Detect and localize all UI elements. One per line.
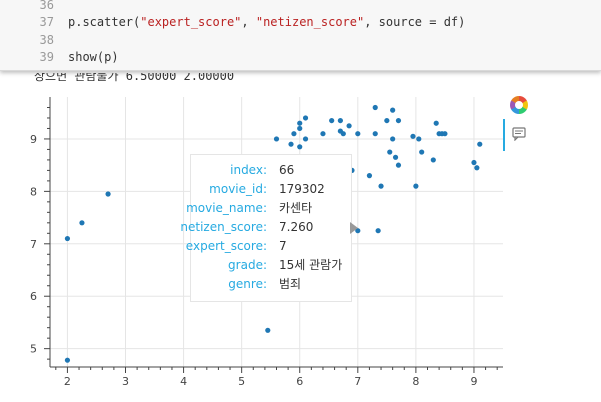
tooltip-value: 7	[279, 239, 287, 253]
line-number: 36	[39, 0, 54, 12]
x-tick-label: 8	[412, 375, 419, 388]
scatter-point	[474, 165, 480, 171]
scatter-point	[302, 115, 309, 121]
scatter-point	[410, 133, 416, 139]
scatter-point	[64, 357, 71, 363]
code-string: "expert_score"	[140, 15, 242, 29]
x-tick-label: 5	[238, 375, 245, 388]
scatter-point	[297, 125, 303, 132]
scatter-point	[390, 107, 396, 113]
line-number: 39	[39, 50, 54, 64]
scatter-point	[340, 131, 346, 137]
tooltip-row: genre: 범죄	[191, 275, 351, 293]
scatter-point	[375, 228, 381, 234]
tooltip-value: 179302	[279, 182, 325, 196]
y-tick-label: 9	[30, 133, 37, 146]
scatter-point	[416, 136, 422, 142]
tooltip-key: grade:	[228, 258, 267, 272]
y-tick-label: 6	[30, 290, 37, 303]
bokeh-logo-icon[interactable]	[510, 96, 528, 114]
code-token: p.scatter(	[68, 15, 141, 29]
scatter-point	[378, 183, 384, 189]
scatter-point	[433, 120, 439, 126]
scatter-point	[105, 191, 111, 197]
x-tick-label: 2	[64, 375, 71, 388]
code-token: ,	[241, 15, 256, 29]
line-number: 37	[39, 15, 54, 29]
x-tick-label: 3	[122, 375, 129, 388]
tooltip-row: netizen_score: 7.260	[180, 218, 351, 236]
tooltip-key: index:	[230, 163, 267, 177]
x-tick-label: 7	[354, 375, 361, 388]
x-tick-label: 6	[296, 375, 303, 388]
tooltip-value: 7.260	[279, 220, 314, 234]
tooltip-row: grade: 15세 관람가	[191, 256, 351, 274]
scatter-point	[366, 173, 373, 179]
scatter-point	[291, 131, 297, 137]
code-line: 39 show(p)	[0, 49, 601, 65]
line-number: 38	[39, 33, 54, 47]
scatter-point	[471, 159, 477, 166]
scatter-point	[265, 327, 271, 333]
tooltip-row: index: 66	[191, 161, 351, 179]
scatter-point	[297, 144, 303, 150]
tooltip-value: 범죄	[279, 277, 302, 291]
scatter-point	[302, 136, 309, 142]
code-line: 38	[0, 32, 601, 48]
tooltip-key: genre:	[228, 277, 267, 291]
scatter-point	[64, 235, 71, 242]
scatter-point	[346, 123, 352, 129]
tooltip-value: 카센타	[279, 201, 313, 215]
tooltip-value: 15세 관람가	[279, 258, 343, 272]
scatter-point	[395, 117, 402, 124]
scatter-point	[372, 131, 378, 137]
scatter-point	[387, 149, 393, 155]
scatter-point	[337, 117, 343, 124]
scatter-point	[390, 136, 396, 142]
y-tick-label: 7	[30, 238, 37, 251]
tooltip-pointer	[350, 222, 358, 234]
cell-output-text: 상으면 관람불가 6.50000 2.00000	[34, 69, 235, 83]
tooltip-row: expert_score: 7	[186, 237, 351, 255]
scatter-point	[355, 131, 361, 137]
tooltip-row: movie_id: 179302	[191, 180, 351, 198]
code-line: 37 p.scatter("expert_score", "netizen_sc…	[0, 14, 601, 30]
hover-tool-icon[interactable]	[512, 127, 526, 141]
scatter-point	[320, 131, 326, 137]
scatter-point	[413, 183, 419, 189]
code-cell[interactable]: 36 37 p.scatter("expert_score", "netizen…	[0, 0, 601, 71]
active-tool-indicator	[503, 119, 505, 151]
tooltip-value: 66	[279, 163, 295, 177]
scatter-point	[392, 154, 399, 160]
tooltip-key: netizen_score:	[180, 220, 267, 234]
tooltip-key: movie_id:	[209, 182, 267, 196]
code-string: "netizen_score"	[255, 15, 365, 29]
tooltip-key: expert_score:	[185, 239, 267, 253]
y-tick-label: 8	[30, 185, 37, 198]
tooltip-row: movie_name: 카센타	[186, 199, 351, 217]
scatter-point	[288, 141, 294, 147]
code-token: , source = df)	[364, 15, 466, 29]
scatter-point	[372, 104, 378, 111]
code-text: p.scatter("expert_score", "netizen_score…	[68, 14, 465, 30]
scatter-point	[477, 141, 483, 147]
x-tick-label: 9	[470, 375, 477, 388]
hover-tooltip: index: 66 movie_id: 179302 movie_name: 카…	[180, 154, 352, 302]
scatter-point	[384, 117, 390, 124]
scatter-point	[79, 220, 85, 226]
code-line: 36	[0, 0, 601, 13]
x-tick-label: 4	[180, 375, 187, 388]
scatter-point	[395, 162, 402, 168]
scatter-point	[442, 131, 448, 137]
tooltip-key: movie_name:	[186, 201, 267, 215]
code-text: show(p)	[68, 50, 119, 64]
scatter-point	[297, 120, 303, 126]
y-tick-label: 5	[30, 343, 37, 356]
scatter-point	[419, 149, 425, 155]
scatter-point	[329, 117, 335, 124]
scatter-point	[430, 157, 436, 163]
scatter-point	[273, 136, 280, 142]
